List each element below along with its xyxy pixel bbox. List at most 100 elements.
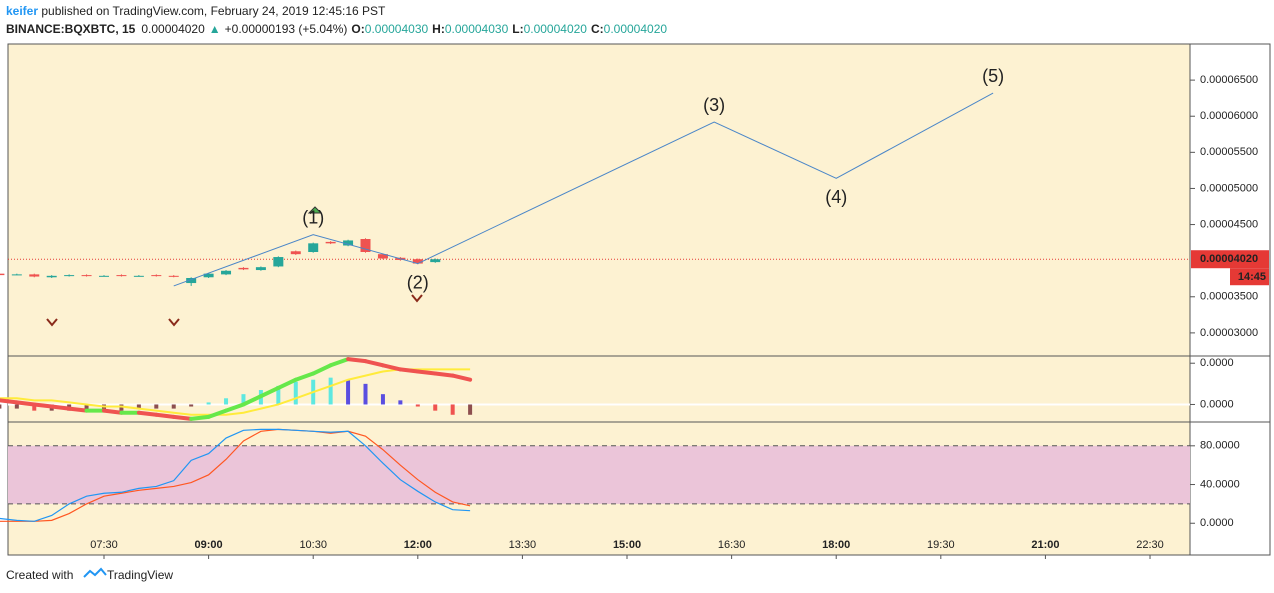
macd-segment — [363, 359, 385, 368]
x-tick-label: 12:00 — [404, 539, 432, 551]
candle-body — [343, 240, 354, 246]
footer-brand: TradingView — [107, 568, 173, 582]
h: 0.00004030 — [445, 22, 509, 36]
wave-label: (5) — [982, 66, 1004, 86]
histogram-bar — [84, 404, 89, 411]
x-tick-label: 18:00 — [822, 539, 850, 551]
footer-created: Created with — [6, 568, 73, 582]
histogram-bar — [468, 404, 473, 415]
y-tick-label: 0.00004500 — [1200, 218, 1258, 230]
candle-body — [377, 254, 388, 259]
x-tick-label: 13:30 — [509, 539, 537, 551]
histogram-bar — [0, 404, 2, 409]
candle-body — [151, 275, 162, 277]
y-tick-label: 0.00006000 — [1200, 110, 1258, 122]
candle-body — [238, 267, 249, 270]
y-tick-label: 0.00005500 — [1200, 146, 1258, 158]
histogram-bar — [380, 394, 385, 405]
y-tick-label: 0.0000 — [1200, 398, 1234, 410]
histogram-bar — [293, 381, 298, 405]
histogram-bar — [433, 404, 438, 411]
macd-segment — [415, 369, 438, 376]
countdown-box — [1230, 268, 1269, 286]
macd-segment — [224, 402, 246, 413]
macd-segment — [14, 400, 37, 407]
macd-segment — [32, 402, 54, 409]
histogram-bar — [346, 379, 351, 405]
histogram-bar — [102, 404, 107, 411]
candle-body — [168, 275, 179, 277]
price-box — [1191, 250, 1269, 269]
l-label: L: — [512, 22, 523, 36]
signal-marker — [307, 206, 323, 214]
wave-line — [173, 92, 994, 287]
x-tick-label: 15:00 — [613, 539, 641, 551]
signal-line — [0, 368, 471, 416]
o: 0.00004030 — [365, 22, 429, 36]
candle-body — [221, 270, 232, 275]
y-tick-label: 0.00003500 — [1200, 291, 1258, 303]
histogram-bar — [119, 404, 124, 411]
author: keifer — [6, 4, 38, 18]
logo — [83, 567, 107, 578]
y-tick-label: 40.0000 — [1200, 478, 1240, 490]
candle-body — [133, 275, 144, 277]
header-line-2: BINANCE:BQXBTC, 15 0.00004020 ▲ +0.00000193… — [6, 22, 667, 36]
y-tick-label: 0.0000 — [1200, 517, 1234, 529]
macd-segment — [398, 367, 420, 374]
signal-marker — [411, 294, 423, 303]
candle-body — [430, 259, 441, 263]
countdown-label: 14:45 — [1238, 271, 1266, 283]
wave-label: (2) — [407, 272, 429, 292]
candle-body — [203, 273, 214, 278]
candle-body — [325, 241, 336, 244]
histogram-bar — [32, 404, 37, 411]
macd-segment — [171, 414, 194, 421]
macd-segment — [258, 385, 281, 399]
candle-body — [412, 259, 423, 264]
candle-body — [29, 274, 40, 277]
x-tick-label: 07:30 — [90, 539, 118, 551]
histogram-bar — [276, 385, 281, 405]
histogram-bar — [136, 404, 141, 409]
candle-body — [64, 275, 75, 277]
h-label: H: — [432, 22, 445, 36]
macd-segment — [0, 398, 19, 405]
x-tick-label: 21:00 — [1031, 539, 1059, 551]
macd-segment — [380, 363, 403, 372]
macd-segment — [276, 377, 298, 390]
histogram-bar — [171, 404, 176, 409]
wave-label: (4) — [825, 187, 847, 207]
wave-label: (1) — [302, 207, 324, 227]
signal-marker — [46, 318, 58, 327]
change: +0.00000193 (+5.04%) — [225, 22, 348, 36]
y-tick-label: 0.00003000 — [1200, 327, 1258, 339]
x-tick-label: 09:00 — [195, 539, 223, 551]
histogram-bar — [398, 400, 403, 405]
macd-segment — [450, 373, 473, 382]
y-tick-label: 0.0000 — [1200, 357, 1234, 369]
candle-body — [290, 251, 301, 255]
macd-segment — [154, 412, 176, 419]
macd-segment — [293, 371, 316, 382]
macd-segment — [311, 363, 333, 376]
y-tick-label: 80.0000 — [1200, 440, 1240, 452]
histogram-bar — [206, 402, 211, 405]
histogram-bar — [14, 404, 19, 409]
histogram-bar — [154, 404, 159, 409]
candle-body — [0, 273, 5, 276]
macd-segment — [433, 371, 455, 378]
histogram-bar — [363, 383, 368, 405]
symbol: BINANCE:BQXBTC, 15 — [6, 22, 136, 36]
candle-body — [11, 274, 22, 276]
histogram-bar — [415, 404, 420, 407]
stoch-line — [0, 428, 471, 522]
published: published on TradingView.com, February 2… — [38, 4, 386, 18]
histogram-bar — [450, 404, 455, 415]
macd-segment — [206, 408, 229, 419]
stoch-line — [0, 428, 471, 522]
frame — [7, 43, 1271, 556]
histogram-bar — [328, 377, 333, 405]
macd-segment — [67, 406, 89, 413]
